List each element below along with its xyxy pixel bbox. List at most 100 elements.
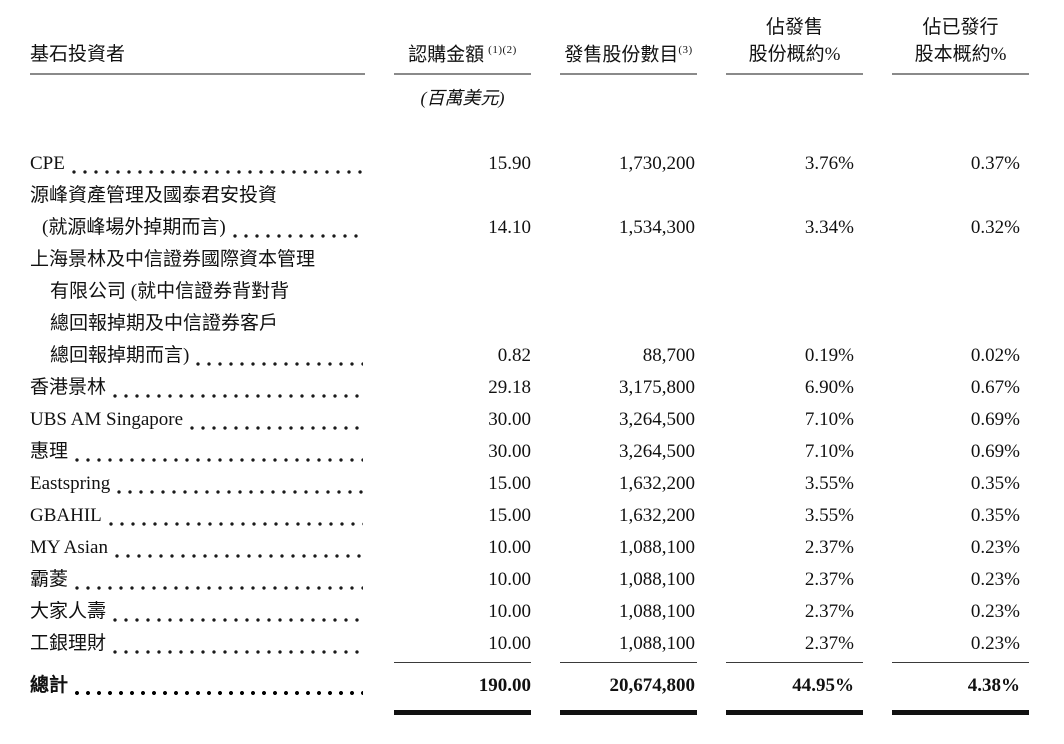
investor-name-cell: 惠理 — [30, 436, 365, 468]
dot-leader — [75, 671, 363, 701]
pct-of-offer-shares: 0.19% — [804, 345, 854, 366]
pct-of-offer-shares: 2.37% — [804, 569, 854, 590]
investor-name-cell: 大家人壽 — [30, 596, 365, 628]
column-header-pct-issued-capital: 佔已發行 股本概約% — [892, 14, 1029, 75]
double-rule — [726, 710, 863, 715]
table-row-my-asian: MY Asian 10.00 1,088,100 2.37% 0.23% — [30, 532, 1030, 564]
pct-of-offer-shares: 3.55% — [804, 473, 854, 494]
subscription-amount: 10.00 — [488, 569, 531, 590]
double-rule — [394, 710, 531, 715]
investor-name-cell: 工銀理財 — [30, 628, 365, 660]
subscription-amount: 29.18 — [488, 377, 531, 398]
total-pct-of-issued-capital: 4.38% — [892, 662, 1029, 701]
table-row-eastspring: Eastspring 15.00 1,632,200 3.55% 0.35% — [30, 468, 1030, 500]
total-subscription-amount: 190.00 — [394, 662, 531, 701]
subscription-amount: 15.90 — [488, 153, 531, 174]
units-row: (百萬美元) — [30, 85, 1030, 111]
pct-of-issued-capital: 0.23% — [970, 601, 1020, 622]
column-header-investor: 基石投資者 — [30, 41, 365, 75]
investor-name-cell: UBS AM Singapore — [30, 404, 365, 436]
pct-of-offer-shares: 3.76% — [804, 153, 854, 174]
subscription-amount: 10.00 — [488, 601, 531, 622]
pct-of-issued-capital: 0.23% — [970, 537, 1020, 558]
subscription-amount: 14.10 — [488, 217, 531, 238]
pct-of-offer-shares: 3.55% — [804, 505, 854, 526]
subscription-amount: 10.00 — [488, 537, 531, 558]
investor-name-cell: 上海景林及中信證券國際資本管理 有限公司 (就中信證券背對背 總回報掉期及中信證… — [30, 244, 365, 372]
investor-name-cell: 霸菱 — [30, 564, 365, 596]
offer-shares-count: 1,088,100 — [619, 537, 695, 558]
pct-of-issued-capital: 0.37% — [970, 153, 1020, 174]
dot-leader — [196, 340, 363, 372]
dot-leader — [75, 436, 363, 468]
pct-of-offer-shares: 2.37% — [804, 633, 854, 654]
pct-of-offer-shares: 6.90% — [804, 377, 854, 398]
subscription-amount: 15.00 — [488, 473, 531, 494]
dot-leader — [108, 500, 363, 532]
pct-of-offer-shares: 3.34% — [804, 217, 854, 238]
column-header-offer-shares: 發售股份數目(3) — [560, 37, 697, 75]
table-row-gbahil: GBAHIL 15.00 1,632,200 3.55% 0.35% — [30, 500, 1030, 532]
dot-leader — [113, 372, 363, 404]
amount-unit-note: (百萬美元) — [420, 88, 505, 108]
table-row-value-partners: 惠理 30.00 3,264,500 7.10% 0.69% — [30, 436, 1030, 468]
offer-shares-count: 3,264,500 — [619, 441, 695, 462]
offer-shares-count: 3,264,500 — [619, 409, 695, 430]
pct-of-issued-capital: 0.35% — [970, 505, 1020, 526]
total-label-cell: 總計 — [30, 671, 365, 701]
table-row-cpe: CPE 15.90 1,730,200 3.76% 0.37% — [30, 148, 1030, 180]
dot-leader — [113, 596, 363, 628]
table-row-dajia-life: 大家人壽 10.00 1,088,100 2.37% 0.23% — [30, 596, 1030, 628]
double-rule — [560, 710, 697, 715]
pct-of-issued-capital: 0.67% — [970, 377, 1020, 398]
offer-shares-count: 1,534,300 — [619, 217, 695, 238]
subscription-amount: 0.82 — [497, 345, 531, 366]
offer-shares-count: 88,700 — [642, 345, 695, 366]
investor-name-cell: CPE — [30, 148, 365, 180]
pct-of-issued-capital: 0.35% — [970, 473, 1020, 494]
offer-shares-count: 3,175,800 — [619, 377, 695, 398]
offer-shares-count: 1,730,200 — [619, 153, 695, 174]
table-row-shanghai-jinglin: 上海景林及中信證券國際資本管理 有限公司 (就中信證券背對背 總回報掉期及中信證… — [30, 244, 1030, 372]
offer-shares-count: 1,632,200 — [619, 505, 695, 526]
subscription-amount: 30.00 — [488, 441, 531, 462]
footnote-ref: (3) — [678, 43, 693, 56]
investor-name-cell: 源峰資產管理及國泰君安投資 (就源峰場外掉期而言) — [30, 180, 365, 244]
table-row-ubs-am: UBS AM Singapore 30.00 3,264,500 7.10% 0… — [30, 404, 1030, 436]
dot-leader — [232, 212, 363, 244]
offer-shares-count: 1,088,100 — [619, 601, 695, 622]
total-pct-of-offer-shares: 44.95% — [726, 662, 863, 701]
table-body: CPE 15.90 1,730,200 3.76% 0.37% 源峰資產管理及國… — [30, 148, 1030, 660]
subscription-amount: 30.00 — [488, 409, 531, 430]
pct-of-issued-capital: 0.69% — [970, 409, 1020, 430]
pct-of-offer-shares: 2.37% — [804, 601, 854, 622]
pct-of-issued-capital: 0.32% — [970, 217, 1020, 238]
dot-leader — [190, 404, 363, 436]
pct-of-issued-capital: 0.69% — [970, 441, 1020, 462]
dot-leader — [114, 532, 363, 564]
table-row-icbc-wealth: 工銀理財 10.00 1,088,100 2.37% 0.23% — [30, 628, 1030, 660]
dot-leader — [71, 148, 363, 180]
investor-name-cell: MY Asian — [30, 532, 365, 564]
offer-shares-count: 1,088,100 — [619, 569, 695, 590]
investor-name-cell: Eastspring — [30, 468, 365, 500]
table-header: 基石投資者 認購金額 (1)(2) 發售股份數目(3) 佔發售 股份概約% 佔已發… — [30, 14, 1030, 75]
dot-leader — [75, 564, 363, 596]
investor-name-cell: GBAHIL — [30, 500, 365, 532]
dot-leader — [117, 468, 363, 500]
pct-of-issued-capital: 0.23% — [970, 569, 1020, 590]
table-row-hk-jinglin: 香港景林 29.18 3,175,800 6.90% 0.67% — [30, 372, 1030, 404]
subscription-amount: 15.00 — [488, 505, 531, 526]
table-row-baring: 霸菱 10.00 1,088,100 2.37% 0.23% — [30, 564, 1030, 596]
total-offer-shares-count: 20,674,800 — [560, 662, 697, 701]
total-row: 總計 190.00 20,674,800 44.95% 4.38% — [30, 662, 1030, 701]
pct-of-offer-shares: 7.10% — [804, 409, 854, 430]
investor-name-cell: 香港景林 — [30, 372, 365, 404]
pct-of-issued-capital: 0.23% — [970, 633, 1020, 654]
pct-of-offer-shares: 2.37% — [804, 537, 854, 558]
pct-of-offer-shares: 7.10% — [804, 441, 854, 462]
dot-leader — [113, 628, 363, 660]
column-header-subscription-amount: 認購金額 (1)(2) — [394, 37, 531, 75]
pct-of-issued-capital: 0.02% — [970, 345, 1020, 366]
